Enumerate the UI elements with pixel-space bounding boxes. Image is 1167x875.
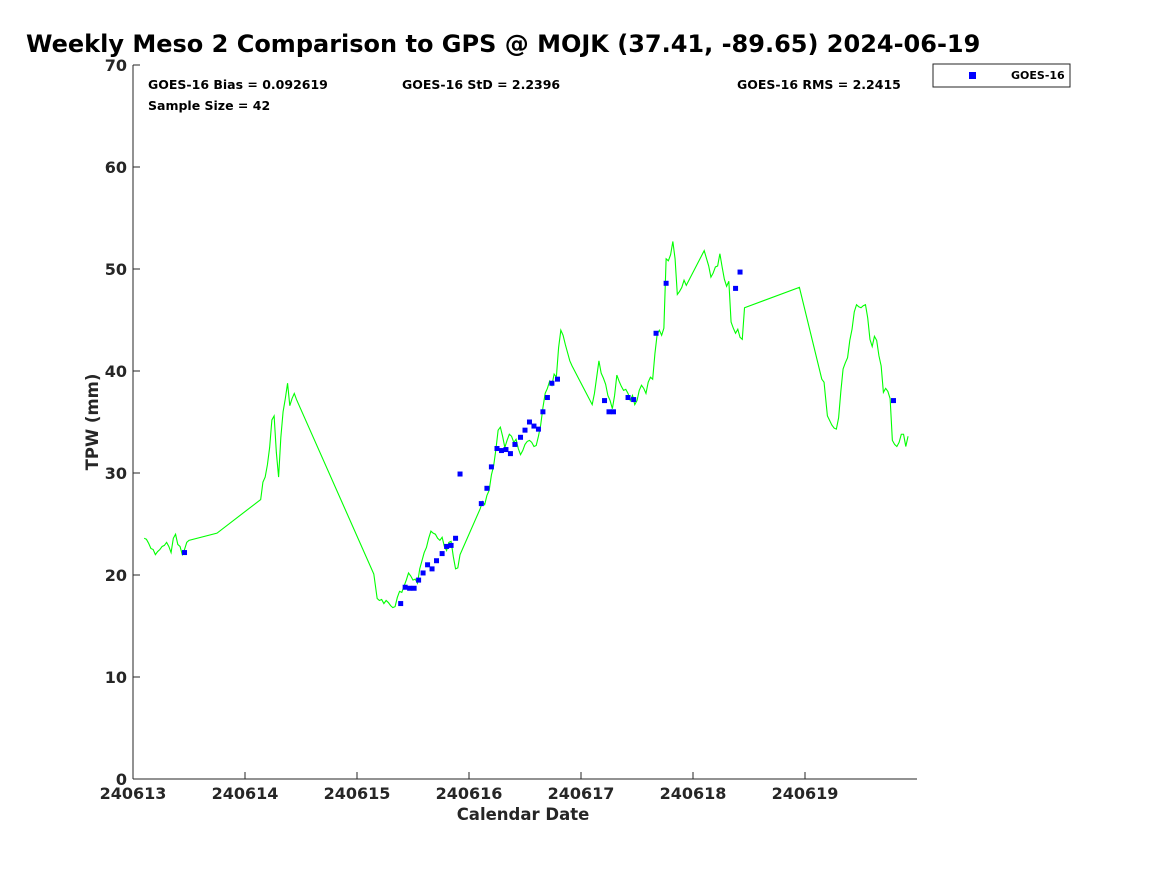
- goes16-point: [522, 427, 528, 433]
- goes16-point: [507, 451, 513, 457]
- legend: GOES-16: [932, 63, 1071, 88]
- goes16-point: [512, 441, 518, 447]
- rms-annotation: GOES-16 RMS = 2.2415: [737, 77, 901, 92]
- bias-annotation: GOES-16 Bias = 0.092619: [148, 77, 328, 92]
- goes16-point: [457, 471, 463, 477]
- series-layer: [143, 241, 909, 609]
- goes16-point: [448, 542, 454, 548]
- stats-annotations: GOES-16 Bias = 0.092619 GOES-16 StD = 2.…: [148, 77, 901, 113]
- goes16-point: [890, 398, 896, 404]
- y-tick-label: 10: [105, 668, 127, 687]
- goes16-point: [544, 395, 550, 401]
- x-tick-label: 240616: [436, 784, 503, 803]
- y-tick-label: 70: [105, 56, 127, 75]
- goes16-point: [416, 577, 422, 583]
- goes16-point: [518, 434, 524, 440]
- y-tick-label: 0: [116, 770, 127, 789]
- goes16-point: [453, 535, 459, 541]
- y-tick-label: 40: [105, 362, 127, 381]
- goes16-point: [420, 570, 426, 576]
- goes16-point: [610, 409, 616, 415]
- goes16-point: [625, 395, 631, 401]
- x-axis-label: Calendar Date: [457, 805, 590, 824]
- goes16-point: [398, 601, 404, 607]
- goes16-point: [737, 269, 743, 275]
- goes16-point: [663, 280, 669, 286]
- goes16-point: [554, 376, 560, 382]
- goes16-point: [429, 566, 435, 572]
- goes16-point: [549, 380, 555, 386]
- x-ticks: 240613 240614 240615 240616 240617 240618 2406…: [100, 772, 839, 803]
- goes16-point: [531, 423, 537, 429]
- goes16-point: [182, 550, 188, 556]
- goes16-point: [606, 409, 612, 415]
- y-tick-label: 50: [105, 260, 127, 279]
- goes16-point: [484, 485, 490, 491]
- goes16-point: [488, 464, 494, 470]
- legend-marker: [969, 72, 976, 79]
- goes16-point: [402, 584, 408, 590]
- goes16-point: [434, 558, 440, 564]
- y-axis-label: TPW (mm): [83, 374, 102, 471]
- sample-size-annotation: Sample Size = 42: [148, 98, 270, 113]
- goes16-point: [733, 285, 739, 291]
- x-tick-label: 240619: [772, 784, 839, 803]
- goes16-point: [444, 543, 450, 549]
- goes16-point: [526, 419, 532, 425]
- y-tick-label: 20: [105, 566, 127, 585]
- x-tick-label: 240615: [324, 784, 391, 803]
- chart-title: Weekly Meso 2 Comparison to GPS @ MOJK (…: [26, 30, 980, 58]
- goes16-point: [540, 409, 546, 415]
- goes16-point: [535, 426, 541, 432]
- goes16-point: [503, 447, 509, 453]
- goes16-point: [653, 330, 659, 336]
- legend-label: GOES-16: [1011, 69, 1065, 82]
- goes16-point: [602, 398, 608, 404]
- goes16-point: [494, 446, 500, 452]
- goes16-point: [425, 562, 431, 568]
- std-annotation: GOES-16 StD = 2.2396: [402, 77, 560, 92]
- x-tick-label: 240618: [660, 784, 727, 803]
- legend-box: [932, 63, 1071, 88]
- plot-area: 0 10 20 30 40 50 60 70 240613 240614 240615 240616…: [100, 56, 917, 803]
- y-tick-label: 60: [105, 158, 127, 177]
- goes16-point: [498, 448, 504, 454]
- x-tick-label: 240613: [100, 784, 167, 803]
- y-tick-label: 30: [105, 464, 127, 483]
- goes16-point: [411, 585, 417, 591]
- goes16-point: [439, 551, 445, 557]
- goes16-point: [478, 501, 484, 507]
- goes16-point: [407, 585, 413, 591]
- y-ticks: 0 10 20 30 40 50 60 70: [105, 56, 140, 789]
- plot-background: [133, 65, 917, 779]
- goes16-point: [631, 397, 637, 403]
- x-tick-label: 240614: [212, 784, 279, 803]
- x-tick-label: 240617: [548, 784, 615, 803]
